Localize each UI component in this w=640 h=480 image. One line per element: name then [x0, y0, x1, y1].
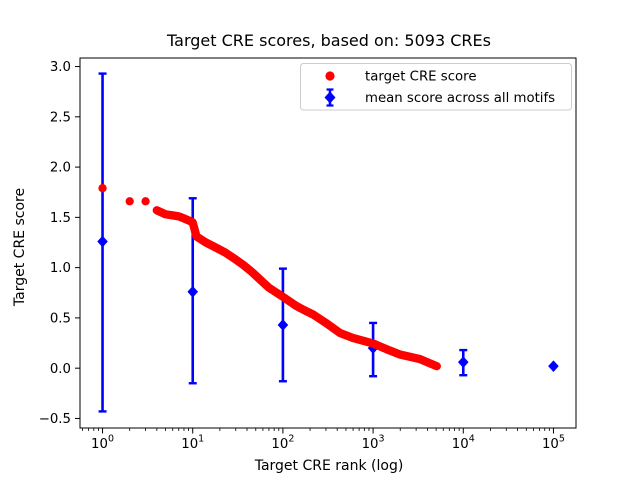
mean-score-diamond [548, 360, 559, 372]
plot-area-border [79, 57, 577, 429]
legend-label-mean-score: mean score across all motifs [365, 91, 555, 106]
y-tick-label: 0.0 [50, 362, 71, 377]
y-tick-label: 2.0 [50, 161, 71, 176]
legend-marker-mean-diamond-icon [324, 91, 336, 104]
target-score-curve-band [152, 206, 441, 371]
chart-title: Target CRE scores, based on: 5093 CREs [166, 31, 491, 50]
x-tick-label: 102 [271, 434, 294, 453]
legend-marker-target-cre-score-icon [325, 71, 335, 81]
x-tick-label: 101 [181, 434, 204, 453]
x-tick-label: 103 [362, 434, 385, 453]
x-tick-label: 100 [91, 434, 114, 453]
y-tick-label: 2.5 [50, 110, 71, 125]
x-tick-label: 104 [452, 434, 475, 453]
target-score-dot [141, 197, 150, 206]
y-tick-label: 3.0 [50, 60, 71, 75]
x-tick-label: 105 [542, 434, 565, 453]
y-tick-label: 1.5 [50, 211, 71, 226]
legend: target CRE score mean score across all m… [300, 63, 572, 111]
mean-score-diamond [277, 319, 289, 331]
mean-score-diamond [457, 356, 469, 368]
y-axis-label: Target CRE score [12, 188, 28, 307]
mean-score-diamond [97, 235, 108, 248]
y-tick-label: −0.5 [39, 412, 71, 427]
y-tick-label: 0.5 [50, 312, 71, 327]
data-marks [97, 72, 559, 413]
target-score-dot [98, 184, 107, 193]
axis-ticks: 3.0 2.5 2.0 1.5 1.0 0.5 0.0 −0.5 100 101 102 103 104… [39, 60, 565, 452]
mean-score-diamond [187, 285, 199, 298]
legend-box [300, 63, 572, 111]
legend-label-target-cre-score: target CRE score [365, 70, 477, 85]
y-tick-label: 1.0 [50, 261, 71, 276]
target-score-dot [125, 197, 134, 206]
x-axis-label: Target CRE rank (log) [254, 458, 404, 474]
